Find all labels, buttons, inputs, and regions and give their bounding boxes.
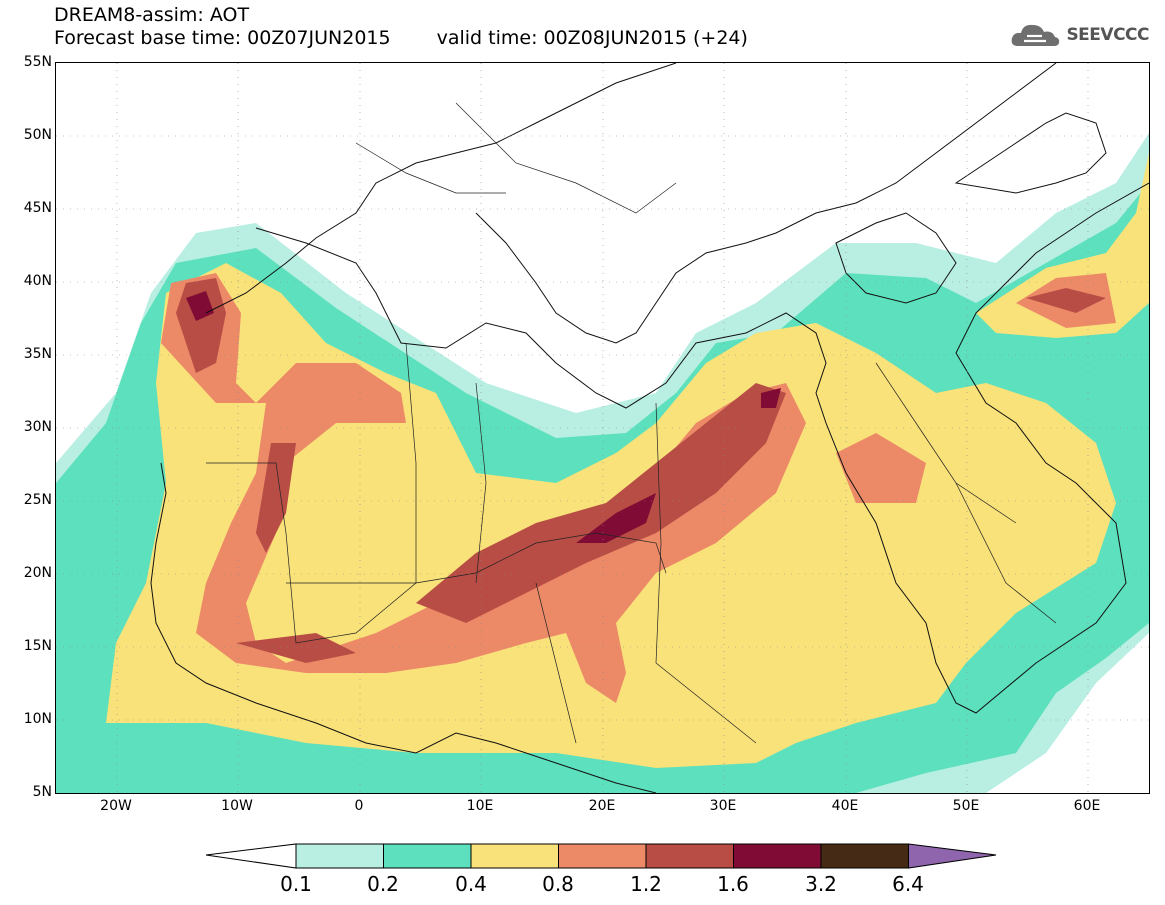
lat-label-20n: 20N: [23, 565, 52, 581]
colorbar-label-6.4: 6.4: [892, 872, 924, 896]
colorbar-under-arrow: [205, 843, 297, 869]
lat-label-15n: 15N: [23, 638, 52, 654]
colorbar-label-0.4: 0.4: [455, 872, 487, 896]
lon-label-30e: 30E: [709, 798, 737, 814]
country-borders: [206, 102, 1057, 744]
colorbar-bin-0.8-1.2: [558, 843, 647, 869]
graticule: [56, 63, 1149, 793]
colorbar-label-1.6: 1.6: [717, 872, 749, 896]
aot-level-1.6-3.2: [186, 291, 781, 543]
colorbar-over-arrow: [908, 843, 997, 869]
lon-label-10w: 10W: [221, 798, 253, 814]
lon-label-50e: 50E: [952, 798, 980, 814]
lon-label-10e: 10E: [466, 798, 494, 814]
lon-label-60e: 60E: [1073, 798, 1101, 814]
lat-label-35n: 35N: [23, 346, 52, 362]
lon-label-20e: 20E: [588, 798, 616, 814]
logo-text: SEEVCCC: [1066, 25, 1149, 45]
lat-label-45n: 45N: [23, 200, 52, 216]
lat-label-50n: 50N: [23, 127, 52, 143]
colorbar-label-3.2: 3.2: [805, 872, 837, 896]
lat-label-10n: 10N: [23, 711, 52, 727]
lat-label-40n: 40N: [23, 273, 52, 289]
lat-label-5n: 5N: [32, 784, 52, 800]
colorbar-bin-3.2-6.4: [820, 843, 909, 869]
colorbar-bin-0.1-0.2: [295, 843, 384, 869]
colorbar-bin-1.6-3.2: [733, 843, 822, 869]
colorbar-label-0.1: 0.1: [280, 872, 312, 896]
colorbar-bin-1.2-1.6: [645, 843, 734, 869]
valid-time: valid time: 00Z08JUN2015 (+24): [436, 27, 748, 49]
aot-colorbar: [205, 842, 998, 876]
map-title: DREAM8-assim: AOT: [54, 4, 250, 26]
lon-label-40e: 40E: [831, 798, 859, 814]
colorbar-bin-0.4-0.8: [470, 843, 559, 869]
lat-label-55n: 55N: [23, 54, 52, 70]
lat-label-30n: 30N: [23, 419, 52, 435]
cloud-logo-icon: [1012, 24, 1060, 46]
lon-label-20w: 20W: [100, 798, 132, 814]
colorbar-bin-0.2-0.4: [383, 843, 472, 869]
aot-map: [55, 62, 1150, 794]
seevccc-logo: SEEVCCC: [1010, 20, 1149, 50]
colorbar-label-0.8: 0.8: [542, 872, 574, 896]
coastlines: [150, 63, 1149, 793]
colorbar-label-1.2: 1.2: [630, 872, 662, 896]
lon-label-0: 0: [354, 798, 364, 814]
aot-map-canvas: [56, 63, 1149, 793]
forecast-base-time: Forecast base time: 00Z07JUN2015: [54, 27, 391, 49]
colorbar-label-0.2: 0.2: [367, 872, 399, 896]
map-title-block: DREAM8-assim: AOT Forecast base time: 00…: [54, 4, 748, 50]
lat-label-25n: 25N: [23, 492, 52, 508]
